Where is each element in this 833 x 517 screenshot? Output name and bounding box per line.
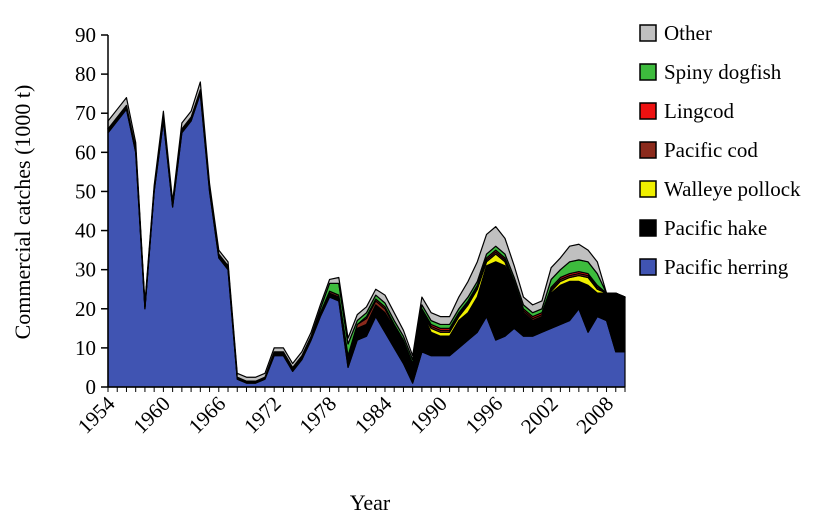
y-tick-label: 0 — [86, 375, 97, 399]
legend-label-lingcod: Lingcod — [664, 99, 734, 123]
y-ticks: 0 10 20 30 40 50 60 70 80 90 — [75, 23, 108, 399]
x-tick-label: 1960 — [128, 392, 175, 439]
legend-swatch-pacific-herring — [639, 258, 657, 276]
legend-label-pacific-hake: Pacific hake — [664, 216, 767, 240]
x-tick-label: 1984 — [350, 391, 397, 438]
y-tick-label: 60 — [75, 140, 96, 164]
x-ticks: 1954 1960 1966 1972 1978 1984 1990 1996 2002 2008 — [73, 387, 626, 439]
x-axis-title: Year — [350, 490, 391, 515]
y-tick-label: 40 — [75, 219, 96, 243]
x-tick-label: 1954 — [73, 391, 120, 438]
y-tick-label: 70 — [75, 101, 96, 125]
y-axis-title: Commercial catches (1000 t) — [10, 85, 35, 340]
x-tick-label: 2008 — [571, 392, 618, 439]
legend-swatch-pacific-hake — [639, 219, 657, 237]
legend-swatch-spiny-dogfish — [639, 63, 657, 81]
legend-label-pacific-cod: Pacific cod — [664, 138, 758, 162]
legend-label-walleye-pollock: Walleye pollock — [664, 177, 801, 201]
legend-swatch-lingcod — [639, 102, 657, 120]
area-pacific-herring — [107, 93, 626, 388]
x-tick-label: 1972 — [239, 392, 286, 439]
y-tick-label: 90 — [75, 23, 96, 47]
legend-label-other: Other — [664, 21, 712, 45]
legend-swatch-walleye-pollock — [639, 180, 657, 198]
legend-label-spiny-dogfish: Spiny dogfish — [664, 60, 782, 84]
legend-swatch-pacific-cod — [639, 141, 657, 159]
legend-label-pacific-herring: Pacific herring — [664, 255, 789, 279]
x-tick-label: 1978 — [294, 392, 341, 439]
x-tick-label: 1990 — [405, 392, 452, 439]
y-tick-label: 50 — [75, 179, 96, 203]
y-tick-label: 20 — [75, 297, 96, 321]
x-tick-label: 2002 — [516, 392, 563, 439]
area-other — [107, 81, 626, 382]
x-tick-label: 1966 — [184, 392, 231, 439]
y-tick-label: 30 — [75, 258, 96, 282]
y-tick-label: 10 — [75, 336, 96, 360]
stacked-areas — [107, 81, 626, 388]
legend-swatch-other — [639, 24, 657, 42]
y-tick-label: 80 — [75, 62, 96, 86]
x-tick-label: 1996 — [461, 392, 508, 439]
legend: Other Spiny dogfish Lingcod Pacific cod Wall… — [639, 21, 801, 279]
